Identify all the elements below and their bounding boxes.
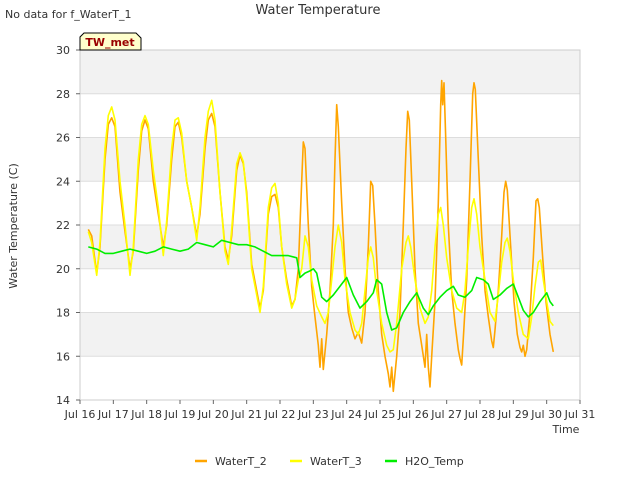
y-tick-label: 30 [56,44,70,57]
plot-band [80,181,580,225]
x-tick-label: Jul 22 [264,408,296,421]
x-tick-label: Jul 28 [464,408,496,421]
x-tick-label: Jul 26 [397,408,429,421]
x-tick-label: Jul 16 [64,408,96,421]
plot-band [80,312,580,357]
site-label-badge: TW_met [79,32,142,51]
plot-band [80,93,580,138]
x-tick-label: Jul 30 [530,408,562,421]
x-axis-label: Time [552,423,580,436]
x-tick-label: Jul 23 [297,408,329,421]
x-tick-label: Jul 27 [430,408,462,421]
x-tick-label: Jul 25 [364,408,396,421]
y-tick-label: 14 [56,394,70,407]
y-axis-label: Water Temperature (C) [7,163,20,288]
chart-title: Water Temperature [256,3,381,18]
y-tick-label: 20 [56,263,70,276]
y-tick-label: 22 [56,219,70,232]
x-tick-label: Jul 31 [564,408,596,421]
x-tick-label: Jul 21 [230,408,262,421]
x-tick-label: Jul 29 [497,408,529,421]
legend-label: H2O_Temp [405,455,464,468]
y-tick-label: 16 [56,350,70,363]
no-data-note: No data for f_WaterT_1 [5,8,131,21]
site-label-text: TW_met [85,36,134,49]
y-tick-label: 26 [56,132,70,145]
x-tick-label: Jul 18 [130,408,162,421]
plot-band [80,137,580,182]
series-lines [87,79,555,393]
x-tick-label: Jul 19 [164,408,196,421]
y-tick-label: 28 [56,88,70,101]
plot-band [80,356,580,400]
series-line-watert-3 [87,99,554,353]
legend-label: WaterT_2 [215,455,267,468]
y-tick-label: 18 [56,307,70,320]
site-label-box [79,32,142,51]
x-tick-label: Jul 20 [197,408,229,421]
series-line-h2o-temp [88,239,554,331]
legend-label: WaterT_3 [310,455,362,468]
x-tick-label: Jul 24 [330,408,362,421]
x-tick-label: Jul 17 [97,408,129,421]
legend: WaterT_2 WaterT_3 H2O_Temp [195,455,464,468]
plot-band [80,50,580,94]
y-tick-label: 24 [56,175,70,188]
